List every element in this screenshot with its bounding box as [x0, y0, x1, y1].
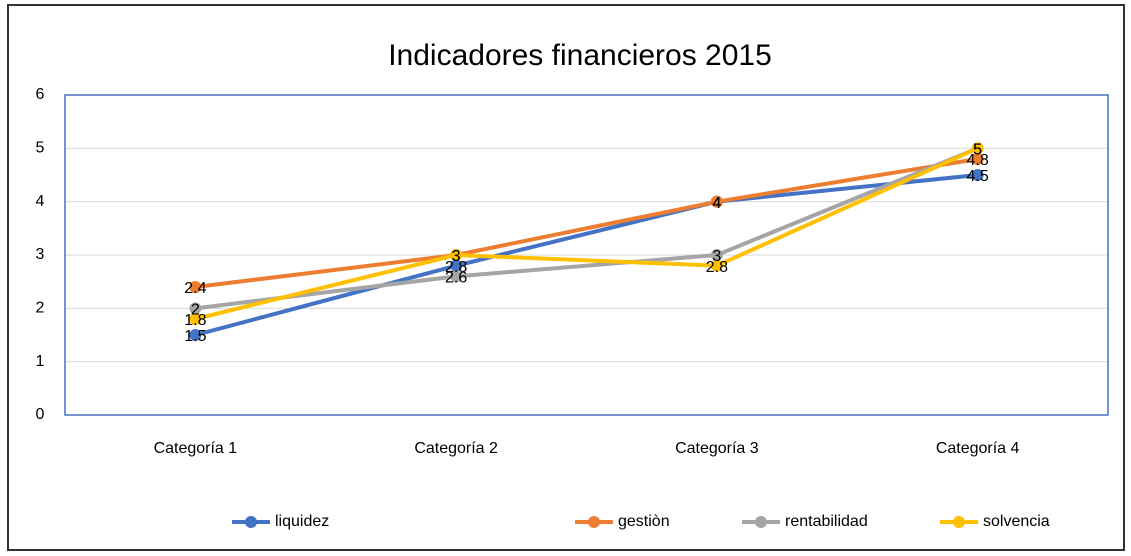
chart-title: Indicadores financieros 2015 — [388, 39, 772, 72]
data-label: 3 — [712, 248, 721, 265]
data-label: 4 — [712, 195, 721, 212]
data-label: 5 — [973, 142, 982, 159]
series-line — [194, 173, 978, 337]
legend-label: rentabilidad — [785, 513, 868, 530]
series-line — [194, 146, 979, 321]
legend-label: solvencia — [983, 513, 1050, 530]
data-label: 2.6 — [445, 270, 467, 287]
point-marker — [189, 302, 202, 315]
y-tick-label: 3 — [36, 246, 45, 263]
data-label: 1.8 — [184, 312, 206, 329]
data-label: 2 — [191, 302, 200, 319]
point-marker — [971, 169, 984, 181]
plot-area — [64, 94, 1109, 416]
legend-marker — [588, 516, 600, 528]
x-tick-label: Categoría 2 — [414, 440, 498, 457]
point-marker — [189, 313, 202, 325]
data-label: 5 — [973, 142, 982, 159]
y-tick-label: 1 — [36, 353, 45, 370]
data-label: 3 — [452, 248, 461, 265]
point-marker — [710, 195, 723, 208]
chart-frame — [7, 4, 1125, 551]
legend-marker — [953, 516, 965, 528]
data-label: 2.4 — [184, 280, 206, 297]
data-label: 3 — [452, 248, 461, 265]
x-tick-label: Categoría 1 — [154, 440, 238, 457]
point-marker — [710, 249, 723, 261]
point-marker — [971, 153, 984, 165]
legend-label: gestiòn — [618, 513, 670, 530]
point-marker — [450, 249, 463, 261]
y-tick-label: 2 — [36, 300, 45, 317]
y-tick-label: 6 — [36, 86, 45, 103]
point-marker — [710, 259, 723, 272]
data-label: 2.8 — [445, 259, 467, 276]
data-label: 4.8 — [967, 152, 989, 169]
series-line — [195, 146, 979, 311]
x-tick-label: Categoría 3 — [675, 440, 759, 457]
data-label: 1.5 — [184, 328, 206, 345]
point-marker — [189, 329, 202, 341]
y-tick-label: 4 — [36, 193, 45, 210]
point-marker — [450, 270, 463, 283]
legend-label: liquidez — [275, 513, 329, 530]
point-marker — [189, 281, 202, 293]
legend-marker — [245, 516, 257, 528]
series-line — [195, 157, 978, 289]
data-label: 2.8 — [706, 259, 728, 276]
legend-marker — [755, 516, 767, 528]
x-tick-label: Categoría 4 — [936, 440, 1020, 457]
point-marker — [450, 259, 463, 272]
data-label: 4.5 — [967, 168, 989, 185]
y-tick-label: 0 — [36, 406, 45, 423]
data-label: 4 — [712, 195, 721, 212]
point-marker — [971, 142, 984, 155]
y-tick-label: 5 — [36, 140, 45, 157]
